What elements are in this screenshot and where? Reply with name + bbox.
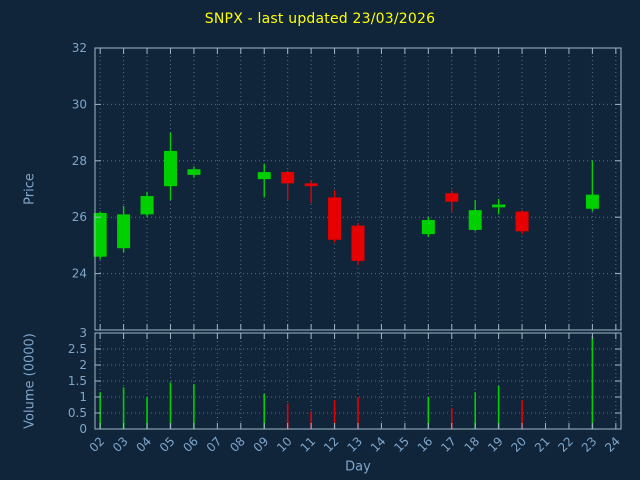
candle-body [468,210,482,230]
x-axis-label: Day [345,459,371,475]
tick-label: 2 [79,358,87,372]
x-tick-label: 18 [462,434,483,455]
x-tick-label: 15 [391,434,412,455]
x-tick-label: 11 [298,434,319,455]
candle-body [421,220,435,235]
x-tick-label: 22 [555,434,576,455]
plot-frame [94,47,622,430]
price-panel-border [94,47,622,331]
x-tick-label: 07 [204,434,225,455]
candle-body [351,225,365,261]
x-tick-label: 16 [415,434,436,455]
tick-label: 32 [72,41,87,55]
candle-body [328,197,342,240]
x-tick-label: 08 [227,434,248,455]
tick-label: 30 [72,97,87,111]
x-tick-label: 13 [344,434,365,455]
x-tick-label: 03 [110,434,131,455]
x-tick-label: 05 [157,434,178,455]
volume-axis-label: Volume (0000) [22,333,38,429]
tick-label: 26 [72,210,87,224]
x-tick-label: 21 [532,434,553,455]
x-tick-label: 09 [251,434,272,455]
candle-body [140,196,154,215]
x-tick-label: 20 [508,434,529,455]
candle-body [163,150,177,187]
x-tick-label: 10 [274,434,295,455]
x-tick-label: 19 [485,434,506,455]
candle-body [187,169,201,175]
candle-body [93,212,107,257]
x-tick-label: 04 [133,434,154,455]
candle-body [117,214,131,249]
x-tick-label: 24 [602,434,623,455]
tick-label: 0.5 [68,406,87,420]
tick-label: 0 [79,422,87,436]
tick-label: 24 [72,267,87,281]
candle-body [257,172,271,180]
candle-body [585,194,599,209]
chart-title: SNPX - last updated 23/03/2026 [204,11,436,27]
tick-label: 3 [79,326,87,340]
x-tick-label: 12 [321,434,342,455]
candle-body [515,211,529,232]
tick-label: 28 [72,154,87,168]
tick-label: 2.5 [68,342,87,356]
x-tick-label: 14 [368,434,389,455]
x-tick-label: 17 [438,434,459,455]
series [93,132,599,429]
x-tick-label: 23 [579,434,600,455]
candle-body [445,193,459,202]
candle-body [281,172,295,184]
candle-body [492,204,506,208]
tick-label: 1.5 [68,374,87,388]
x-tick-label: 02 [87,434,108,455]
tick-label: 1 [79,390,87,404]
x-tick-label: 06 [180,434,201,455]
price-axis-label: Price [22,173,38,205]
candle-body [304,183,318,187]
